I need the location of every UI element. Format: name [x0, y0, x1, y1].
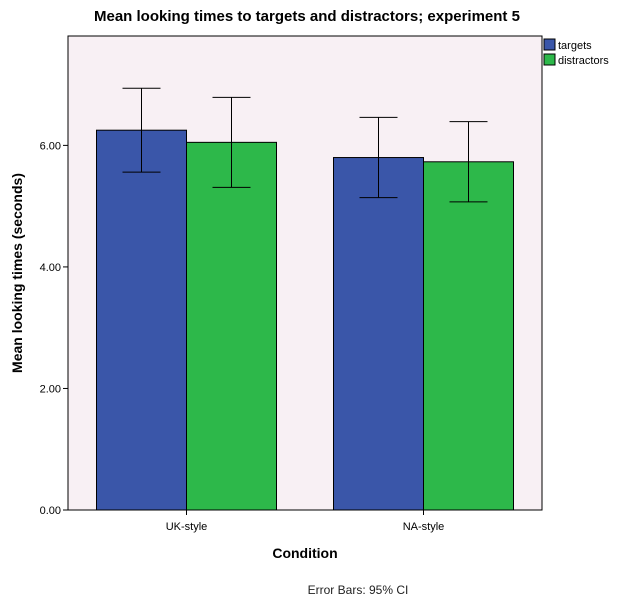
legend-swatch-targets — [543, 38, 556, 51]
legend: targets distractors — [543, 38, 609, 67]
y-tick-label: 0.00 — [40, 505, 61, 517]
x-axis-label: Condition — [272, 545, 337, 561]
y-axis-label: Mean looking times (seconds) — [9, 173, 25, 373]
y-tick-label: 4.00 — [40, 262, 61, 274]
legend-label-distractors: distractors — [558, 55, 609, 67]
legend-label-targets: targets — [558, 40, 592, 52]
bar-distractors-NA-style — [423, 161, 514, 511]
x-tick-label: NA-style — [403, 521, 445, 533]
bar-distractors-UK-style — [186, 141, 277, 511]
bars — [96, 129, 514, 511]
y-tick-label: 2.00 — [40, 383, 61, 395]
bar-targets-NA-style — [333, 157, 424, 511]
legend-swatch-distractors — [543, 53, 556, 66]
x-tick-label: UK-style — [166, 521, 208, 533]
footnote: Error Bars: 95% CI — [308, 583, 409, 597]
bar-targets-UK-style — [96, 129, 187, 511]
x-axis: UK-style NA-style — [166, 510, 445, 533]
y-tick-label: 6.00 — [40, 140, 61, 152]
error-bars — [122, 87, 488, 203]
y-axis: 0.00 2.00 4.00 6.00 — [40, 140, 68, 517]
chart-title: Mean looking times to targets and distra… — [94, 8, 520, 25]
